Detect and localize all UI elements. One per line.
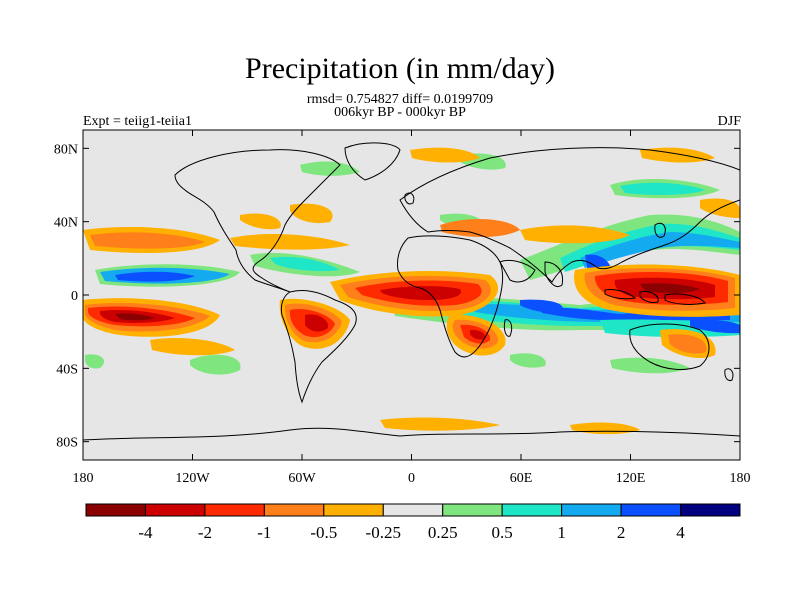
- x-axis: 180 120W 60W 0 60E 120E 180: [73, 130, 751, 486]
- colorbar-swatch: [680, 503, 741, 517]
- period-text: 006kyr BP - 000kyr BP: [334, 105, 466, 120]
- colorbar-label: -4: [138, 523, 153, 542]
- season-label: DJF: [717, 114, 741, 129]
- y-tick-label: 80N: [54, 142, 78, 157]
- colorbar: -4 -2 -1 -0.5 -0.25 0.25 0.5 1 2 4: [85, 503, 741, 542]
- y-tick-label: 0: [71, 289, 78, 304]
- y-tick-label: 40S: [56, 362, 78, 377]
- colorbar-swatch: [382, 503, 444, 517]
- colorbar-swatch: [204, 503, 265, 517]
- y-tick-label: 40N: [54, 216, 78, 231]
- x-tick-label: 180: [73, 471, 94, 486]
- colorbar-swatch: [501, 503, 563, 517]
- colorbar-swatch: [85, 503, 146, 517]
- x-tick-label: 180: [730, 471, 751, 486]
- colorbar-swatch: [263, 503, 325, 517]
- colorbar-label: -0.5: [310, 523, 337, 542]
- colorbar-label: -1: [257, 523, 271, 542]
- y-tick-label: 80S: [56, 436, 78, 451]
- colorbar-swatch: [442, 503, 503, 517]
- colorbar-label: 0.5: [492, 523, 513, 542]
- colorbar-swatch: [323, 503, 384, 517]
- x-tick-label: 0: [408, 471, 415, 486]
- coastlines: [83, 142, 740, 441]
- experiment-label: Expt = teiig1-teiia1: [83, 114, 192, 129]
- x-tick-label: 120E: [616, 471, 646, 486]
- colorbar-swatch: [144, 503, 206, 517]
- stats-text: rmsd= 0.754827 diff= 0.0199709: [306, 92, 494, 107]
- colorbar-label: 2: [617, 523, 626, 542]
- x-tick-label: 60W: [288, 471, 316, 486]
- x-tick-label: 60E: [510, 471, 533, 486]
- colorbar-label: 4: [676, 523, 685, 542]
- chart-title: Precipitation (in mm/day): [245, 52, 555, 85]
- y-axis: 80N 40N 0 40S 80S: [54, 142, 740, 451]
- x-tick-label: 120W: [175, 471, 210, 486]
- colorbar-label: -2: [198, 523, 212, 542]
- colorbar-label: -0.25: [366, 523, 401, 542]
- colorbar-label: 0.25: [428, 523, 458, 542]
- colorbar-swatch: [620, 503, 682, 517]
- colorbar-swatch: [561, 503, 622, 517]
- colorbar-label: 1: [557, 523, 566, 542]
